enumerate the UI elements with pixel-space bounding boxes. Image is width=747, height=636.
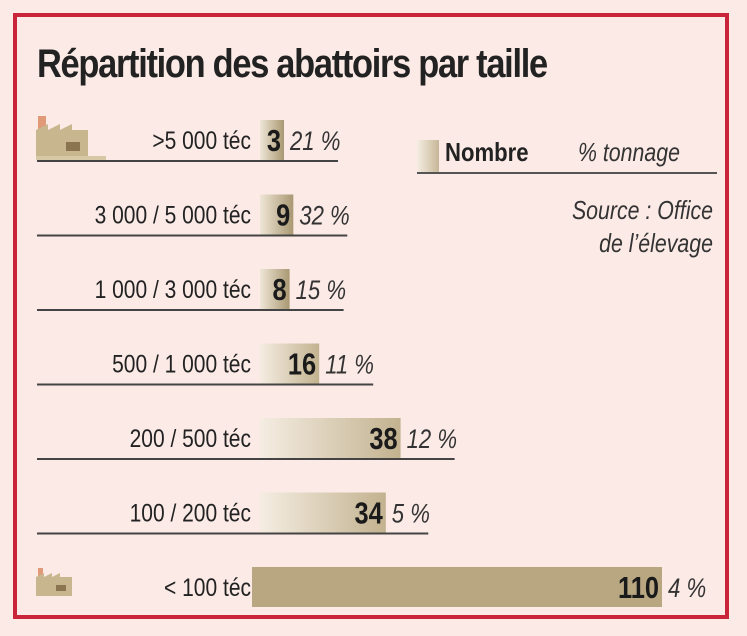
bar <box>260 418 401 458</box>
legend-count-label: Nombre <box>445 137 529 167</box>
chart-title: Répartition des abattoirs par taille <box>37 42 548 86</box>
category-label: 200 / 500 téc <box>130 424 251 452</box>
factory-icon <box>36 568 72 596</box>
share-label: 15 % <box>296 276 346 306</box>
category-label: 3 000 / 5 000 téc <box>95 201 251 229</box>
share-label: 5 % <box>392 500 430 530</box>
count-label: 8 <box>272 273 286 308</box>
share-label: 4 % <box>668 574 706 604</box>
share-label: 21 % <box>289 127 340 157</box>
share-label: 32 % <box>299 202 349 232</box>
bar <box>260 492 386 533</box>
count-label: 16 <box>288 347 316 382</box>
source-line-1: Source : Office <box>571 195 713 225</box>
category-label: 100 / 200 téc <box>130 499 251 527</box>
count-label: 38 <box>369 422 397 457</box>
factory-icon <box>36 116 106 160</box>
category-label: < 100 téc <box>164 573 251 601</box>
category-label: >5 000 téc <box>152 126 251 154</box>
source-line-2: de l’élevage <box>599 228 713 258</box>
count-label: 3 <box>267 124 281 159</box>
count-label: 110 <box>618 571 659 606</box>
count-label: 9 <box>276 198 290 233</box>
share-label: 12 % <box>407 425 457 455</box>
legend-swatch <box>417 140 439 172</box>
bar <box>260 343 320 384</box>
legend-share-label: % tonnage <box>578 137 680 167</box>
legend-divider <box>417 172 717 174</box>
category-label: 500 / 1 000 téc <box>112 350 251 378</box>
bar <box>252 567 662 607</box>
bar <box>260 120 284 160</box>
category-label: 1 000 / 3 000 téc <box>95 275 251 303</box>
source-note: Source : Office de l’élevage <box>572 194 713 260</box>
share-label: 11 % <box>325 351 374 381</box>
bar <box>260 269 290 309</box>
count-label: 34 <box>355 496 383 531</box>
bar <box>260 194 294 235</box>
